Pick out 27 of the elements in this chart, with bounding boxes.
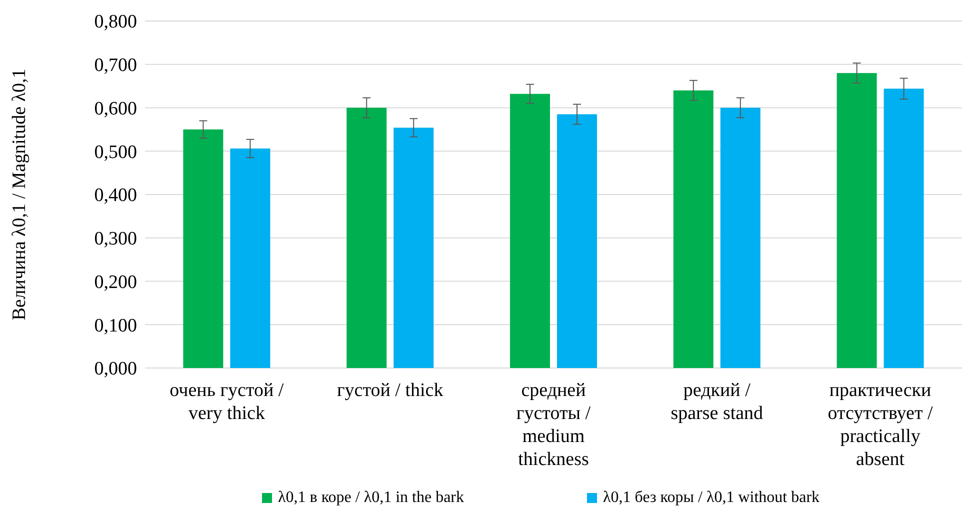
y-tick-label: 0,500 [94,142,137,163]
bar [557,114,597,368]
x-tick-label: густой / thick [336,380,444,401]
y-tick-label: 0,400 [94,185,137,206]
x-tick-label: средней густоты / medium thickness [516,380,592,470]
y-axis-title: Величина λ0,1 / Magnitude λ0,1 [9,68,30,320]
legend-label: λ0,1 без коры / λ0,1 without bark [603,489,820,506]
y-tick-label: 0,800 [94,12,137,33]
y-tick-label: 0,600 [94,98,137,120]
x-tick-label: очень густой / very thick [170,380,284,424]
x-tick-label: редкий / sparse stand [670,380,764,424]
x-tick-label: практически отсутствует / practically absent [828,380,934,470]
bar [673,90,714,368]
y-tick-label: 0,100 [94,315,137,336]
bar [230,148,270,368]
bar [836,73,877,368]
bar [510,94,550,368]
y-tick-label: 0,200 [94,272,137,293]
y-tick-label: 0,700 [94,55,137,76]
bar [183,129,224,368]
bar [720,108,760,368]
bar [884,88,924,368]
legend-label: λ0,1 в коре / λ0,1 in the bark [278,489,464,506]
bar [346,108,387,368]
y-tick-label: 0,000 [94,358,137,380]
y-tick-label: 0,300 [94,228,137,250]
bar [394,128,434,368]
